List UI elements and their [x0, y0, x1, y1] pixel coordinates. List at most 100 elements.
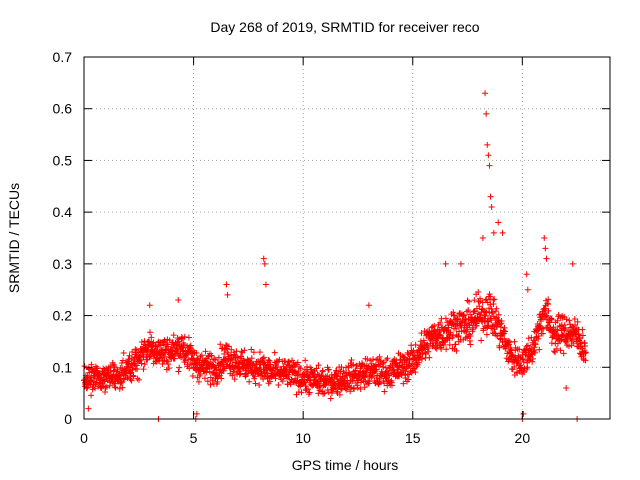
data-point: [135, 376, 142, 383]
data-point: [364, 364, 371, 371]
data-point: [449, 332, 456, 339]
data-point: [165, 361, 172, 368]
data-point: [256, 381, 263, 388]
data-point: [130, 373, 137, 380]
data-point: [457, 260, 464, 267]
data-point: [265, 356, 272, 363]
data-point: [425, 345, 432, 352]
data-point: [425, 348, 432, 355]
data-point: [322, 382, 329, 389]
data-point: [315, 362, 322, 369]
data-point: [579, 326, 586, 333]
data-point: [229, 372, 236, 379]
chart-title: Day 268 of 2019, SRMTID for receiver rec…: [210, 19, 479, 35]
data-point: [520, 358, 527, 365]
data-point: [285, 359, 292, 366]
data-point: [354, 384, 361, 391]
data-point: [482, 308, 489, 315]
data-point: [478, 337, 485, 344]
y-tick-label: 0.1: [53, 359, 73, 375]
data-point: [453, 347, 460, 354]
data-point: [486, 162, 493, 169]
data-point: [120, 350, 127, 357]
data-point: [164, 343, 171, 350]
data-point: [171, 355, 178, 362]
data-point: [327, 395, 334, 402]
data-point: [582, 350, 589, 357]
data-point: [467, 332, 474, 339]
data-point: [175, 336, 182, 343]
y-tick-label: 0.2: [53, 308, 73, 324]
data-point: [408, 369, 415, 376]
data-point: [266, 378, 273, 385]
data-point: [549, 333, 556, 340]
data-point: [201, 375, 208, 382]
data-point: [412, 369, 419, 376]
data-point: [488, 310, 495, 317]
data-point: [285, 373, 292, 380]
data-point: [446, 341, 453, 348]
data-point: [321, 390, 328, 397]
x-tick-label: 10: [295, 430, 311, 446]
grid: [84, 57, 610, 419]
data-point: [145, 338, 152, 345]
data-point: [179, 335, 186, 342]
data-point: [488, 203, 495, 210]
data-point: [381, 388, 388, 395]
data-point: [185, 334, 192, 341]
data-point: [369, 373, 376, 380]
data-point: [88, 392, 95, 399]
data-point: [112, 384, 119, 391]
x-axis-label: GPS time / hours: [292, 457, 399, 473]
data-point: [495, 311, 502, 318]
data-point: [451, 312, 458, 319]
data-point: [334, 372, 341, 379]
data-point: [206, 368, 213, 375]
data-point: [576, 335, 583, 342]
data-point: [368, 374, 375, 381]
data-point: [361, 384, 368, 391]
data-point: [204, 378, 211, 385]
data-point: [518, 364, 525, 371]
data-point: [147, 353, 154, 360]
data-point: [132, 346, 139, 353]
data-point: [380, 363, 387, 370]
data-point: [563, 339, 570, 346]
data-point: [467, 311, 474, 318]
data-point: [526, 357, 533, 364]
data-point: [409, 360, 416, 367]
data-point: [337, 386, 344, 393]
data-point: [141, 361, 148, 368]
data-point: [532, 341, 539, 348]
data-point: [134, 366, 141, 373]
data-point: [460, 327, 467, 334]
data-point: [202, 348, 209, 355]
data-point: [452, 341, 459, 348]
data-point: [320, 390, 327, 397]
data-point: [118, 378, 125, 385]
data-point: [223, 281, 230, 288]
plot-frame: [83, 56, 611, 420]
data-point: [124, 375, 131, 382]
data-point: [520, 367, 527, 374]
data-point: [193, 349, 200, 356]
data-point: [250, 349, 257, 356]
data-point: [138, 360, 145, 367]
data-point: [464, 297, 471, 304]
data-point: [557, 347, 564, 354]
data-point: [332, 385, 339, 392]
data-point: [154, 345, 161, 352]
data-point: [530, 347, 537, 354]
data-point: [487, 193, 494, 200]
x-tick-label: 0: [80, 430, 88, 446]
data-point: [495, 219, 502, 226]
data-point: [524, 364, 531, 371]
data-point: [231, 376, 238, 383]
data-point: [469, 326, 476, 333]
data-point: [212, 356, 219, 363]
data-point: [387, 379, 394, 386]
data-point: [102, 384, 109, 391]
data-point: [208, 352, 215, 359]
data-point: [467, 341, 474, 348]
data-point: [406, 356, 413, 363]
